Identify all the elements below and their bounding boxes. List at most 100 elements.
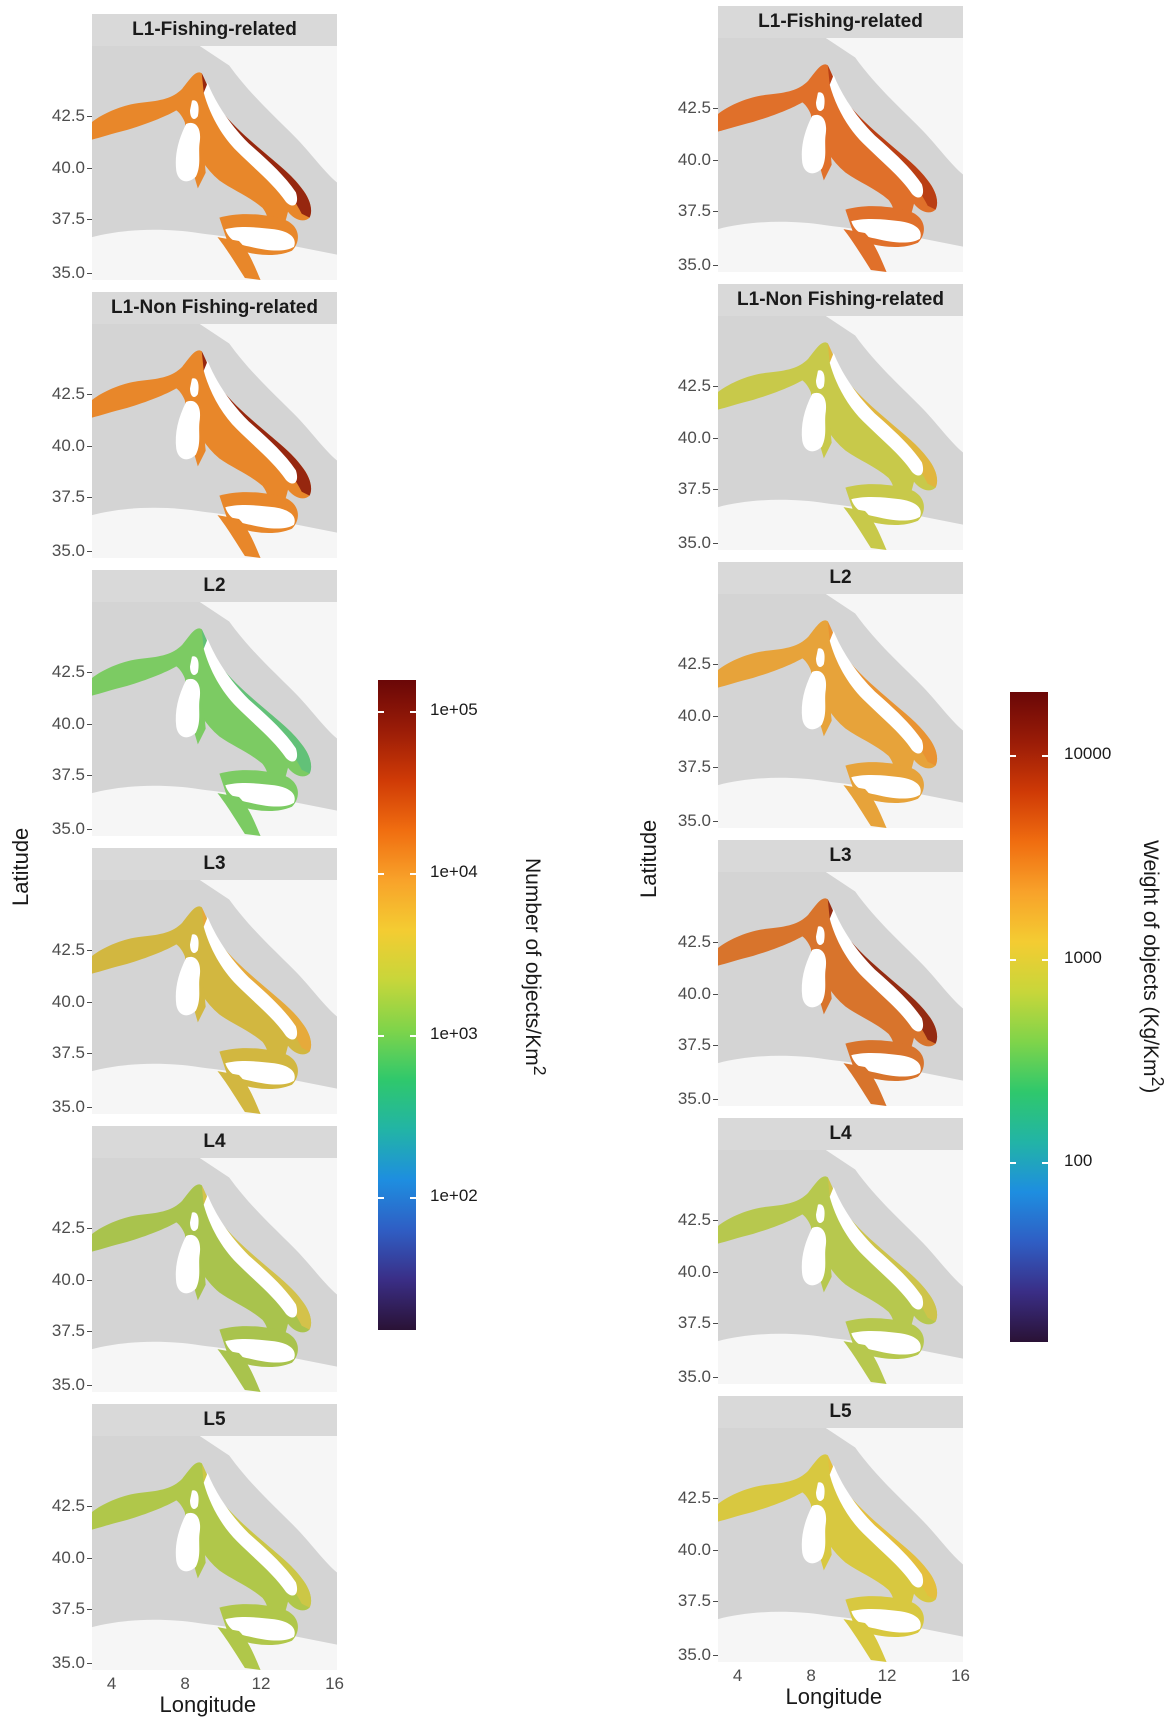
y-tick-label: 42.5 [677,98,711,118]
map-panel [92,46,337,280]
land-corsica [816,1482,825,1502]
right-legend-label-1000: 1000 [1064,948,1102,967]
y-tick-label: 35.0 [51,1096,85,1116]
y-tick-label: 40.0 [677,1261,711,1281]
x-axis-title: Longitude [785,1684,883,1709]
y-tick-label: 37.5 [677,479,711,499]
map-svg [92,1158,337,1392]
map-svg [92,324,337,558]
land-north-africa [92,785,337,836]
land-north-africa [92,1063,337,1114]
land-north-africa [718,1333,963,1384]
land-italy [829,909,924,1032]
land-corsica [816,92,825,112]
land-sardinia [175,678,201,738]
y-tick-label: 42.5 [51,384,85,404]
map-svg [92,880,337,1114]
land-north-africa [718,499,963,550]
y-tick-label: 42.5 [51,1496,85,1516]
y-tick-label: 42.5 [677,932,711,952]
map-panel [718,594,963,828]
y-tick-label: 37.5 [51,1043,85,1063]
panel-strip-title: L1-Non Fishing-related [718,284,963,316]
y-tick-label: 37.5 [51,1599,85,1619]
y-tick-label: 37.5 [677,1591,711,1611]
y-tick-label: 40.0 [677,983,711,1003]
x-tick-label: 4 [732,1666,743,1685]
land-corsica [816,648,825,668]
map-panel [718,38,963,272]
land-north-africa [92,1341,337,1392]
x-axis-title: Longitude [159,1692,257,1717]
land-italy [203,83,298,206]
land-balkans [199,324,337,461]
y-tick-label: 37.5 [51,209,85,229]
land-balkans [199,46,337,183]
land-north-africa [718,1055,963,1106]
y-axis-title: Latitude [636,819,661,898]
x-tick-label: 12 [251,1674,271,1693]
land-balkans [199,602,337,739]
y-tick-label: 40.0 [677,1539,711,1559]
y-tick-label: 35.0 [677,810,711,830]
land-sardinia [801,1504,827,1564]
x-tick-label: 16 [325,1674,344,1693]
y-tick-label: 40.0 [677,427,711,447]
panel-strip-title: L2 [92,570,337,602]
y-tick-label: 37.5 [51,487,85,507]
x-tick-label: 16 [951,1666,970,1685]
sea-channel-band [217,793,261,836]
land-sardinia [175,400,201,460]
y-tick-label: 37.5 [677,757,711,777]
land-sicily [225,227,295,251]
land-balkans [825,1150,963,1287]
land-sardinia [801,948,827,1008]
panel-strip-title: L5 [92,1404,337,1436]
land-balkans [825,872,963,1009]
land-sardinia [801,114,827,174]
land-italy [203,1473,298,1596]
panel-strip-title: L3 [92,848,337,880]
land-sicily [851,775,921,799]
y-tick-label: 40.0 [51,991,85,1011]
map-panel [92,602,337,836]
y-tick-label: 42.5 [51,106,85,126]
land-corsica [816,370,825,390]
left-legend-title: Number of objects/Km2 [521,858,550,1076]
y-tick-label: 37.5 [51,1321,85,1341]
right-legend-label-100: 100 [1064,1151,1093,1170]
land-sardinia [801,1226,827,1286]
y-tick-label: 40.0 [677,705,711,725]
land-balkans [825,38,963,175]
y-tick-label: 37.5 [677,1035,711,1055]
land-sicily [225,1339,295,1363]
land-sicily [225,505,295,529]
land-balkans [199,1158,337,1295]
land-sicily [851,219,921,243]
land-corsica [190,656,199,676]
land-north-africa [718,221,963,272]
left-legend-label-1e02: 1e+02 [430,1186,478,1205]
land-north-africa [718,777,963,828]
y-tick-label: 42.5 [677,376,711,396]
y-tick-label: 37.5 [51,765,85,785]
map-svg [718,1150,963,1384]
left-legend-label-1e04: 1e+04 [430,862,478,881]
right-legend-title: Weight of objects (Kg/Km2) [1139,840,1168,1094]
land-balkans [825,316,963,453]
land-north-africa [718,1611,963,1662]
land-italy [203,639,298,762]
right-legend-label-10000: 10000 [1064,744,1112,763]
land-north-africa [92,229,337,280]
sea-channel-band [843,1619,887,1662]
map-panel [718,316,963,550]
sea-channel-band [843,1341,887,1384]
y-tick-label: 40.0 [51,157,85,177]
map-panel [92,1436,337,1670]
sea-channel-band [217,1627,261,1670]
land-sardinia [175,122,201,182]
map-panel [718,1428,963,1662]
land-sicily [225,1617,295,1641]
land-sardinia [175,956,201,1016]
y-tick-label: 42.5 [677,654,711,674]
